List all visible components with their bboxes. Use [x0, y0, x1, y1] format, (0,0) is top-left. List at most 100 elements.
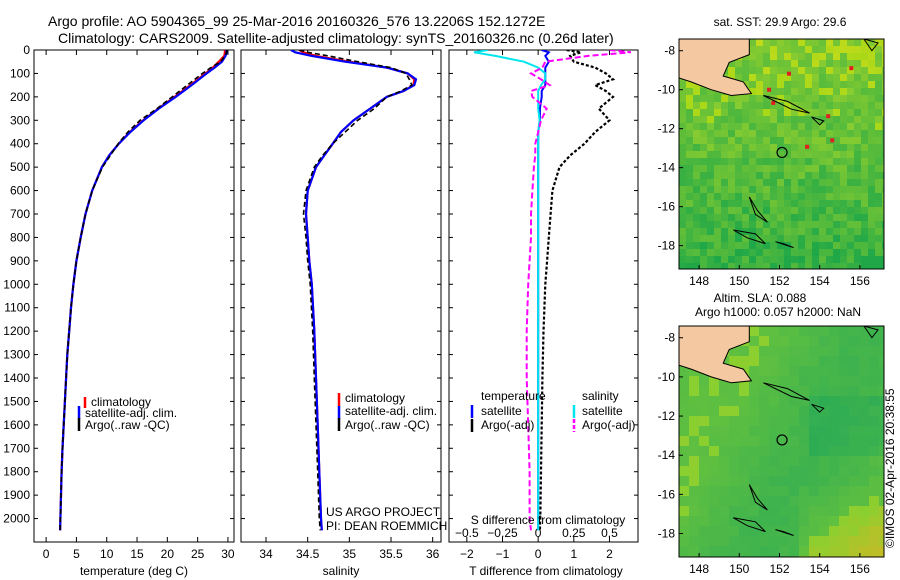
map-cell: [679, 207, 687, 215]
map-cell: [819, 466, 830, 477]
map-cell: [819, 207, 827, 215]
map-cell: [791, 116, 799, 124]
map-cell: [686, 207, 694, 215]
map-cell: [769, 356, 780, 367]
map-cell: [809, 496, 820, 507]
map-cell: [770, 88, 778, 96]
map-cell: [805, 242, 813, 250]
y-tick-label: 1200: [3, 324, 30, 338]
map-cell: [882, 116, 884, 124]
map-cell: [812, 221, 820, 229]
map-cell: [819, 179, 827, 187]
map-cell: [868, 74, 876, 82]
map-cell: [749, 116, 757, 124]
map-cell: [763, 130, 771, 138]
map-cell: [819, 249, 827, 257]
map-cell: [882, 95, 884, 103]
map-cell: [721, 144, 729, 152]
map-cell: [777, 221, 785, 229]
map-cell: [770, 67, 778, 75]
map-cell: [819, 426, 830, 437]
coastline: [811, 116, 825, 126]
map-cell: [861, 88, 869, 96]
map-cell: [759, 536, 770, 547]
map-cell: [763, 207, 771, 215]
map-cell: [779, 406, 790, 417]
map-cell: [882, 186, 884, 194]
map-hot-pixel: [767, 87, 772, 92]
map-cell: [819, 546, 830, 557]
map-cell: [854, 137, 862, 145]
map-cell: [809, 506, 820, 517]
map-cell: [709, 536, 720, 547]
map-cell: [859, 536, 870, 547]
temperature-xlabel: temperature (deg C): [80, 564, 188, 578]
map-cell: [812, 95, 820, 103]
map-cell: [854, 102, 862, 110]
map-cell: [784, 207, 792, 215]
map-cell: [826, 158, 834, 166]
map-cell: [798, 172, 806, 180]
map-cell: [854, 151, 862, 159]
y-tick-label: 100: [10, 66, 30, 80]
map-cell: [777, 109, 785, 117]
series-line-argo-raw-qc-: [59, 50, 228, 531]
map-cell: [819, 109, 827, 117]
map-cell: [809, 476, 820, 487]
map-cell: [742, 165, 750, 173]
map-cell: [849, 356, 860, 367]
map-cell: [749, 46, 757, 54]
map-cell: [812, 144, 820, 152]
map-cell: [679, 179, 687, 187]
map-cell: [735, 158, 743, 166]
map-cell: [819, 496, 830, 507]
map-cell: [729, 416, 740, 427]
map-cell: [784, 158, 792, 166]
map-cell: [689, 476, 700, 487]
map-cell: [879, 556, 884, 557]
map-cell: [805, 46, 813, 54]
map-cell: [707, 102, 715, 110]
map-cell: [812, 228, 820, 236]
map-cell: [700, 228, 708, 236]
map-cell: [709, 486, 720, 497]
map-cell: [735, 207, 743, 215]
map-cell: [819, 53, 827, 61]
map-cell: [833, 137, 841, 145]
legend-label-argo: Argo(..raw -QC): [85, 418, 170, 432]
map-cell: [770, 200, 778, 208]
map-cell: [840, 39, 848, 47]
map-cell: [749, 228, 757, 236]
map-cell: [789, 366, 800, 377]
map-cell: [721, 186, 729, 194]
map-cell: [693, 151, 701, 159]
map-cell: [854, 60, 862, 68]
map-cell: [861, 221, 869, 229]
map-cell: [879, 346, 884, 357]
map-cell: [854, 200, 862, 208]
map-cell: [861, 39, 869, 47]
map-cell: [869, 396, 880, 407]
map-cell: [799, 496, 810, 507]
map-x-tick-label: 152: [769, 274, 789, 288]
map-cell: [784, 130, 792, 138]
map-cell: [719, 516, 730, 527]
map-cell: [719, 416, 730, 427]
map-cell: [869, 336, 880, 347]
map-cell: [805, 221, 813, 229]
map-cell: [707, 179, 715, 187]
map-cell: [721, 123, 729, 131]
map-cell: [699, 416, 710, 427]
map-cell: [840, 193, 848, 201]
map-cell: [756, 200, 764, 208]
map-cell: [749, 144, 757, 152]
map-cell: [735, 60, 743, 68]
map-cell: [749, 536, 760, 547]
map-cell: [735, 214, 743, 222]
map-cell: [686, 235, 694, 243]
map-cell: [735, 151, 743, 159]
map-cell: [840, 95, 848, 103]
map-cell: [728, 144, 736, 152]
map-cell: [729, 426, 740, 437]
